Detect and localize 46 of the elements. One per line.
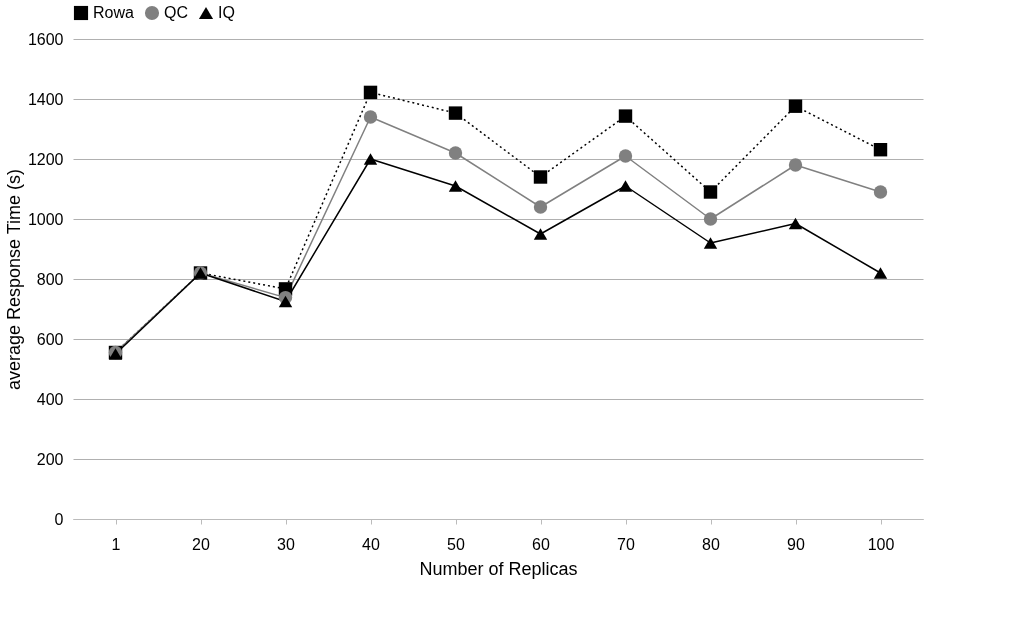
point — [363, 153, 378, 165]
point — [533, 200, 548, 214]
x-tick-label: 100 — [867, 535, 895, 553]
point — [363, 110, 378, 124]
point — [788, 99, 803, 113]
y-tick-label: 1200 — [27, 150, 64, 168]
y-tick-label: 0 — [54, 510, 64, 528]
point — [448, 180, 463, 192]
y-tick-label: 800 — [36, 270, 64, 288]
point — [873, 185, 888, 199]
point — [788, 158, 803, 172]
x-axis-title: Number of Replicas — [419, 558, 578, 579]
y-tick-label: 600 — [36, 330, 64, 348]
y-tick-label: 200 — [36, 450, 64, 468]
point — [788, 217, 803, 230]
x-tick-label: 1 — [111, 535, 121, 553]
legend-label: IQ — [218, 4, 235, 21]
point — [278, 295, 293, 308]
point — [618, 180, 633, 192]
x-tick-label: 90 — [787, 535, 805, 553]
x-tick-label: 50 — [447, 535, 465, 553]
point — [703, 212, 718, 226]
point — [533, 170, 548, 184]
y-tick-label: 1600 — [27, 30, 64, 48]
y-tick-label: 400 — [36, 390, 64, 408]
y-tick-label: 1000 — [27, 210, 64, 228]
point — [363, 85, 378, 100]
point — [703, 237, 718, 249]
x-tick-label: 30 — [277, 535, 295, 553]
y-tick-label: 1400 — [27, 90, 64, 108]
point — [618, 149, 633, 163]
point — [618, 109, 633, 123]
x-tick-label: 80 — [702, 535, 720, 553]
x-tick-label: 20 — [192, 535, 210, 553]
x-tick-label: 60 — [532, 535, 550, 553]
x-tick-label: 40 — [362, 535, 380, 553]
point — [448, 146, 463, 160]
legend-label: Rowa — [93, 4, 135, 21]
point — [873, 267, 888, 279]
x-tick-label: 70 — [617, 535, 635, 553]
legend-label: QC — [164, 4, 188, 21]
point — [873, 142, 888, 157]
point — [448, 106, 463, 120]
point — [533, 228, 548, 240]
y-axis-title: average Response Time (s) — [3, 168, 24, 391]
point — [703, 185, 718, 199]
